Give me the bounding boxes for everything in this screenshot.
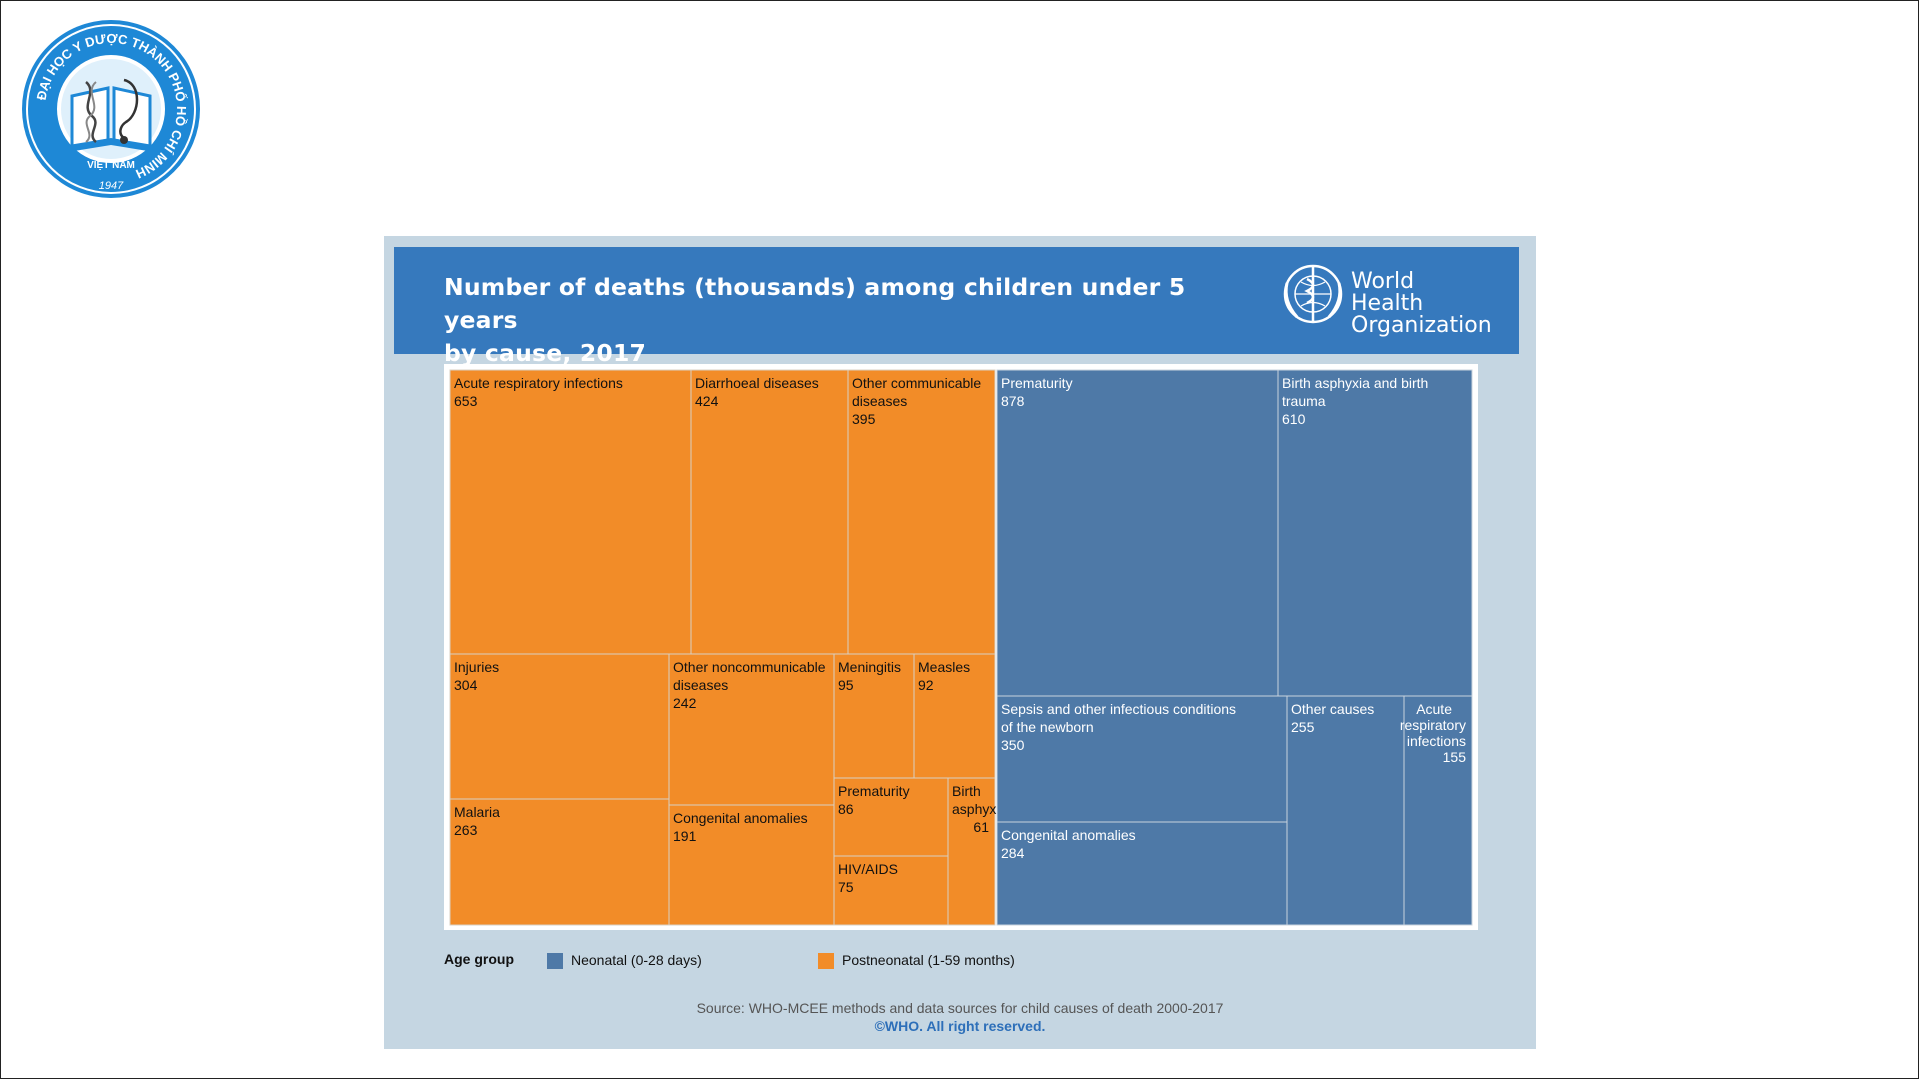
treemap-label: Malaria	[454, 804, 500, 820]
source-note: Source: WHO-MCEE methods and data source…	[696, 1000, 1224, 1016]
treemap-cell-neonatal-birth-asphyxia-and-birth-trauma[interactable]: Birth asphyxia and birth trauma 610	[1277, 369, 1473, 697]
treemap-rect	[668, 804, 835, 926]
treemap-label: HIV/AIDS	[838, 861, 898, 877]
treemap-cell-postneonatal-malaria[interactable]: Malaria 263	[449, 798, 670, 926]
who-name-line-1: World Health	[1351, 269, 1424, 316]
treemap-value: 255	[1291, 719, 1315, 735]
treemap-rect	[833, 855, 949, 926]
treemap-value: 95	[838, 677, 854, 693]
treemap-value: 878	[1001, 393, 1025, 409]
treemap-value: 263	[454, 822, 478, 838]
treemap-cell-neonatal-sepsis-and-other-infectious-conditions-of-the-newborn[interactable]: Sepsis and other infectious conditions of…	[996, 695, 1288, 823]
treemap-label: Acute respiratory infections	[454, 375, 623, 391]
treemap-cell-postneonatal-prematurity[interactable]: Prematurity 86	[833, 777, 949, 857]
treemap-rect	[996, 369, 1279, 697]
treemap-rect	[847, 369, 996, 655]
treemap-value: 284	[1001, 845, 1025, 861]
treemap-svg: Acute respiratory infections 653 Diarrhoea…	[449, 369, 1473, 926]
treemap-rect	[1277, 369, 1473, 697]
who-name: World Health Organization	[1351, 271, 1492, 337]
treemap-plot: Acute respiratory infections 653 Diarrhoea…	[444, 364, 1478, 930]
treemap-cell-postneonatal-birth-asphyxia[interactable]: Birth asphyxia 61	[947, 777, 1007, 926]
treemap-value: 424	[695, 393, 719, 409]
treemap-value: 155	[1443, 749, 1467, 765]
treemap-value: 350	[1001, 737, 1025, 753]
treemap-label: Sepsis and other infectious conditions of…	[1001, 701, 1236, 735]
treemap-value: 86	[838, 801, 854, 817]
legend-swatch-neonatal	[547, 953, 563, 969]
treemap-rect	[996, 695, 1288, 823]
treemap-cell-postneonatal-acute-respiratory-infections[interactable]: Acute respiratory infections 653	[449, 369, 692, 655]
treemap-cell-postneonatal-injuries[interactable]: Injuries 304	[449, 653, 670, 800]
treemap-label: Prematurity	[838, 783, 910, 799]
treemap-rect	[449, 369, 692, 655]
treemap-rect	[690, 369, 849, 655]
who-infographic: Number of deaths (thousands) among child…	[384, 236, 1536, 1049]
legend-title: Age group	[444, 951, 514, 967]
treemap-cell-postneonatal-hiv-aids[interactable]: HIV/AIDS 75	[833, 855, 949, 926]
who-emblem-icon	[1283, 264, 1343, 324]
treemap-cell-postneonatal-other-noncommunicable-diseases[interactable]: Other noncommunicable diseases 242	[668, 653, 835, 806]
treemap-cell-neonatal-prematurity[interactable]: Prematurity 878	[996, 369, 1279, 697]
treemap-label: Congenital anomalies	[673, 810, 808, 826]
legend-label-postneonatal: Postneonatal (1-59 months)	[842, 952, 1015, 968]
treemap-value: 304	[454, 677, 478, 693]
treemap-label: Acute respiratory infections	[1400, 701, 1466, 749]
title-banner: Number of deaths (thousands) among child…	[394, 247, 1519, 367]
who-logo: World Health Organization	[1279, 261, 1492, 337]
treemap-label: Other communicable diseases	[852, 375, 981, 409]
treemap-label: Birth asphyxia	[952, 783, 1007, 817]
treemap-cell-postneonatal-other-communicable-diseases[interactable]: Other communicable diseases 395	[847, 369, 996, 655]
treemap-cell-neonatal-other-causes[interactable]: Other causes 255	[1286, 695, 1405, 926]
who-name-line-2: Organization	[1351, 313, 1492, 338]
chart-title-line-2: by cause, 2017	[444, 339, 647, 367]
legend-swatch-postneonatal	[818, 953, 834, 969]
treemap-label: Congenital anomalies	[1001, 827, 1136, 843]
logo-center-text: VIỆT NAM	[87, 158, 135, 171]
treemap-rect	[833, 777, 949, 857]
legend-label-neonatal: Neonatal (0-28 days)	[571, 952, 702, 968]
treemap-rect	[947, 777, 996, 926]
treemap-value: 653	[454, 393, 478, 409]
treemap-label: Other causes	[1291, 701, 1374, 717]
treemap-value: 191	[673, 828, 697, 844]
treemap-rect	[1286, 695, 1405, 926]
university-logo: VIỆT NAM 1947 ĐẠI HỌC Y DƯỢC THÀNH PHỐ H…	[22, 20, 200, 198]
treemap-value: 61	[973, 819, 989, 835]
treemap-rect	[449, 653, 670, 800]
treemap-label: Injuries	[454, 659, 499, 675]
treemap-value: 242	[673, 695, 697, 711]
logo-year: 1947	[99, 180, 124, 192]
treemap-value: 610	[1282, 411, 1306, 427]
treemap-rect	[668, 653, 835, 806]
treemap-value: 75	[838, 879, 854, 895]
treemap-rect	[996, 821, 1288, 926]
treemap-cell-postneonatal-congenital-anomalies[interactable]: Congenital anomalies 191	[668, 804, 835, 926]
treemap-label: Other noncommunicable diseases	[673, 659, 826, 693]
treemap-label: Meningitis	[838, 659, 901, 675]
treemap-cell-postneonatal-diarrhoeal-diseases[interactable]: Diarrhoeal diseases 424	[690, 369, 849, 655]
chart-title-line-1: Number of deaths (thousands) among child…	[444, 273, 1186, 334]
treemap-label: Prematurity	[1001, 375, 1073, 391]
treemap-value: 92	[918, 677, 934, 693]
copyright-note: ©WHO. All right reserved.	[874, 1018, 1046, 1034]
treemap-rect	[913, 653, 996, 779]
treemap-cell-postneonatal-measles[interactable]: Measles 92	[913, 653, 996, 779]
treemap-value: 395	[852, 411, 876, 427]
treemap-cell-neonatal-congenital-anomalies[interactable]: Congenital anomalies 284	[996, 821, 1288, 926]
treemap-rect	[1403, 695, 1473, 926]
treemap-rect	[449, 798, 670, 926]
treemap-cell-postneonatal-meningitis[interactable]: Meningitis 95	[833, 653, 915, 779]
chart-title: Number of deaths (thousands) among child…	[444, 271, 1244, 370]
treemap-label: Birth asphyxia and birth trauma	[1282, 375, 1428, 409]
treemap-label: Measles	[918, 659, 970, 675]
treemap-label: Diarrhoeal diseases	[695, 375, 819, 391]
